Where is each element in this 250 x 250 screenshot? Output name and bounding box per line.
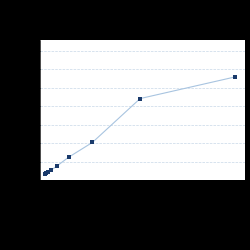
Point	[55, 164, 59, 168]
Y-axis label: OD: OD	[18, 105, 23, 115]
Point	[49, 168, 53, 172]
Point	[138, 96, 142, 100]
Point	[46, 170, 50, 174]
Point	[44, 171, 48, 175]
Point	[43, 172, 47, 176]
Point	[90, 140, 94, 144]
Point	[234, 75, 237, 79]
X-axis label: Rat HADHb
Concentration (ng/ml): Rat HADHb Concentration (ng/ml)	[112, 190, 173, 201]
Point	[66, 155, 70, 159]
